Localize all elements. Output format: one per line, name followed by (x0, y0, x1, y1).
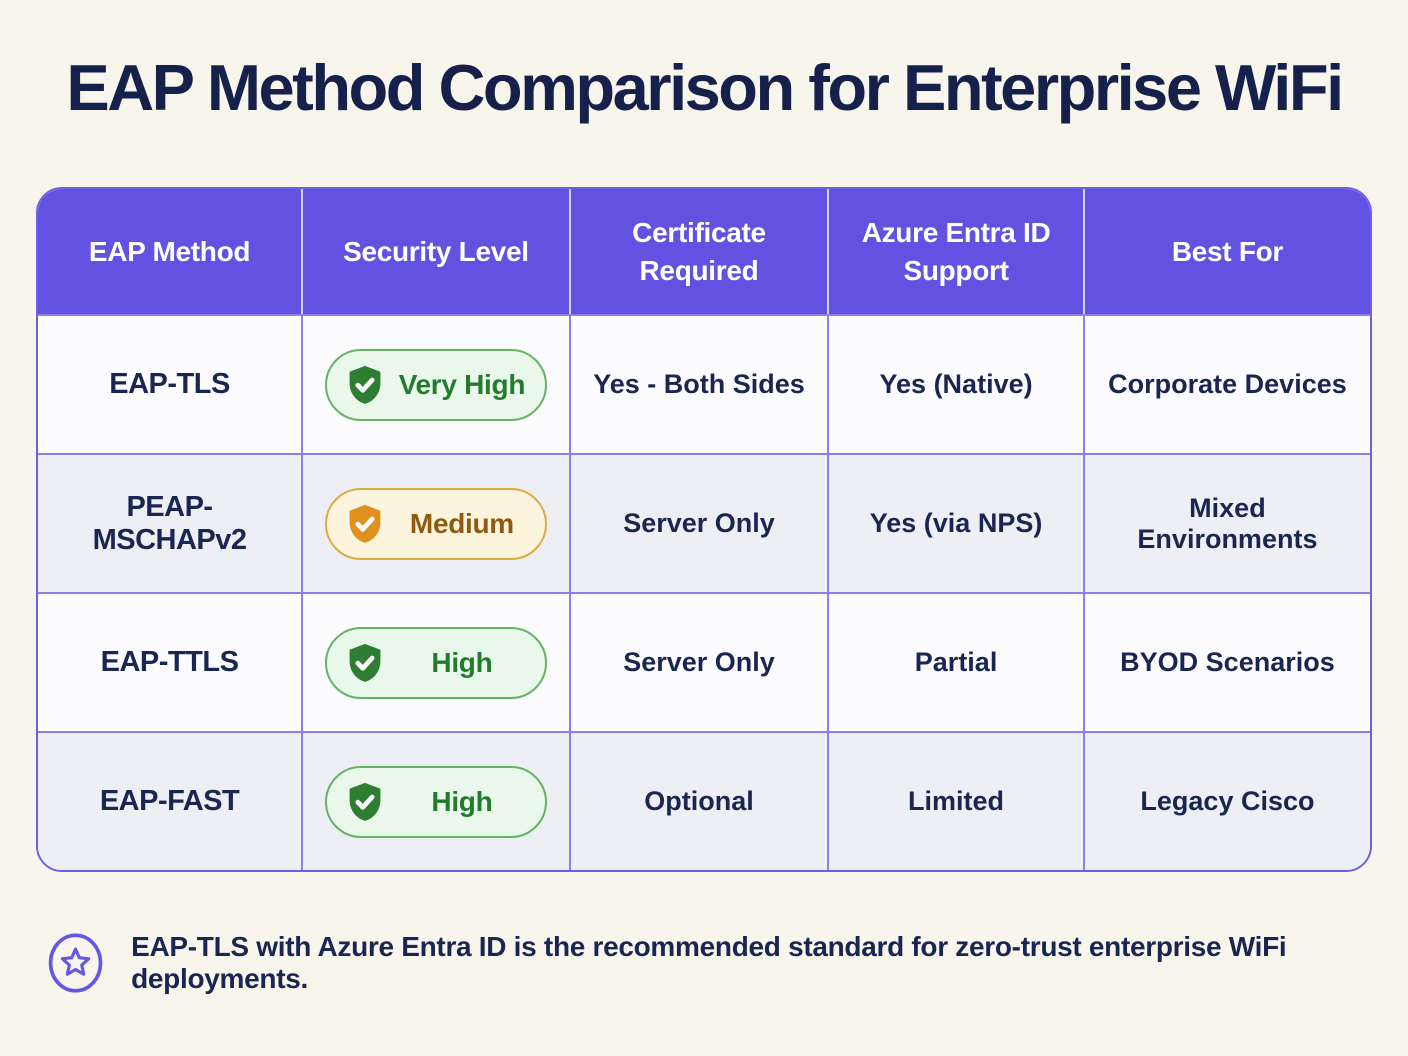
header-cell-security-level: Security Level (303, 189, 571, 314)
security-level-badge: Medium (324, 487, 547, 560)
cell-security-level: Medium (303, 455, 571, 592)
cell-security-level: High (303, 594, 571, 731)
cell-best-for: Mixed Environments (1137, 492, 1318, 554)
shield-check-icon (349, 643, 381, 682)
recommendation-note: EAP-TLS with Azure Entra ID is the recom… (46, 928, 1368, 998)
security-level-label: High (431, 646, 493, 678)
header-cell-certificate-required: Certificate Required (571, 189, 830, 314)
shield-check-icon (349, 504, 381, 543)
cell-security-level: High (303, 733, 571, 870)
cell-method: EAP-TLS (38, 316, 304, 453)
header-cell-best-for: Best For (1171, 235, 1284, 267)
cell-azure-support: Yes (via NPS) (829, 455, 1085, 592)
security-level-label: Very High (398, 368, 526, 400)
security-level-badge: Very High (324, 348, 548, 421)
star-icon (48, 933, 103, 993)
cell-best-for: BYOD Scenarios (1120, 647, 1335, 677)
cell-best-for: Corporate Devices (1108, 369, 1347, 399)
cell-certificate-required: Optional (571, 733, 830, 870)
comparison-table: EAP Method Security Level Certificate Re… (36, 187, 1372, 872)
cell-security-level: Very High (303, 316, 571, 453)
header-cell-azure-entra-id-support: Azure Entra ID Support (829, 189, 1085, 314)
cell-azure-support: Partial (829, 594, 1085, 731)
table-row-eap-ttls: EAP-TTLS High Server Only Partial BYOD S… (38, 592, 1370, 731)
security-level-badge: High (324, 765, 547, 838)
cell-method: EAP-FAST (38, 733, 304, 870)
table-row-eap-tls: EAP-TLS Very High Yes - Both Sides Yes (… (38, 314, 1370, 453)
cell-azure-support: Limited (829, 733, 1085, 870)
cell-method: EAP-TTLS (38, 594, 304, 731)
shield-check-icon (349, 782, 381, 821)
security-level-badge: High (324, 626, 547, 699)
cell-certificate-required: Yes - Both Sides (571, 316, 830, 453)
table-header-row: EAP Method Security Level Certificate Re… (38, 189, 1370, 314)
recommendation-text: EAP-TLS with Azure Entra ID is the recom… (131, 931, 1287, 994)
security-level-label: Medium (409, 507, 514, 539)
page-title: EAP Method Comparison for Enterprise WiF… (66, 51, 1344, 124)
shield-check-icon (349, 365, 381, 404)
cell-method: PEAP-MSCHAPv2 (38, 455, 304, 592)
header-cell-eap-method: EAP Method (38, 189, 304, 314)
cell-azure-support: Yes (Native) (829, 316, 1085, 453)
table-row-eap-fast: EAP-FAST High Optional Limited Legacy Ci… (38, 731, 1370, 870)
cell-certificate-required: Server Only (571, 455, 830, 592)
security-level-label: High (431, 785, 493, 817)
cell-certificate-required: Server Only (571, 594, 830, 731)
cell-best-for: Legacy Cisco (1140, 786, 1315, 816)
table-row-peap-mschapv2: PEAP-MSCHAPv2 Medium Server Only Yes (vi… (38, 453, 1370, 592)
